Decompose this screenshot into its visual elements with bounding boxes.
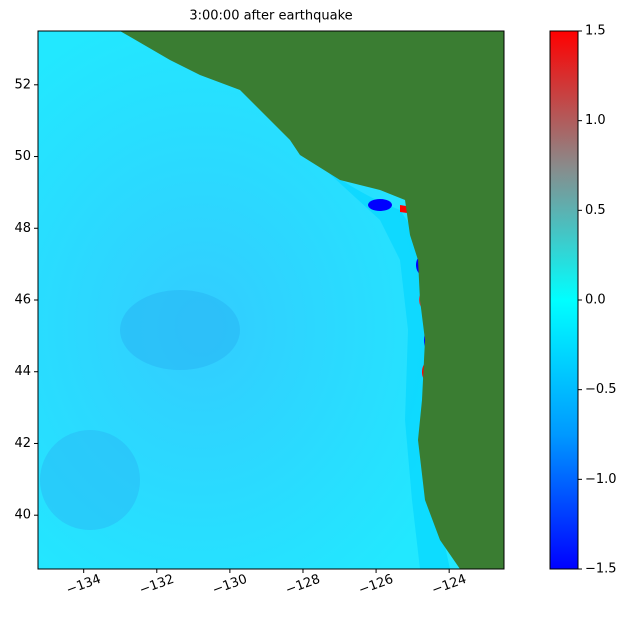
map-field: [37, 30, 505, 570]
colorbar: [549, 30, 579, 570]
x-tick-label: −126: [357, 572, 396, 598]
x-tick-label: −132: [137, 572, 176, 598]
colorbar-tick-label: −1.0: [585, 472, 617, 487]
colorbar-tick-label: 0.5: [585, 203, 606, 218]
x-tick-label: −128: [284, 572, 323, 598]
ocean-trough: [40, 430, 140, 530]
y-tick-label: 42: [14, 436, 31, 451]
y-tick-label: 48: [14, 221, 31, 236]
colorbar-tick-label: 1.0: [585, 113, 606, 128]
colorbar-tick-label: 0.0: [585, 293, 606, 308]
y-tick-label: 52: [14, 77, 31, 92]
y-tick-label: 44: [14, 364, 31, 379]
chart-title: 3:00:00 after earthquake: [189, 9, 352, 24]
wave-trough: [368, 199, 392, 211]
y-tick-label: 40: [14, 508, 31, 523]
x-tick-label: −130: [211, 572, 250, 598]
x-tick-label: −124: [430, 572, 469, 598]
y-tick-label: 50: [14, 149, 31, 164]
colorbar-tick-label: −0.5: [585, 382, 617, 397]
ocean-trough: [120, 290, 240, 370]
colorbar-tick-label: −1.5: [585, 562, 617, 577]
y-tick-label: 46: [14, 293, 31, 308]
x-tick-label: −134: [64, 572, 103, 598]
colorbar-tick-label: 1.5: [585, 24, 606, 39]
land: [120, 31, 504, 569]
